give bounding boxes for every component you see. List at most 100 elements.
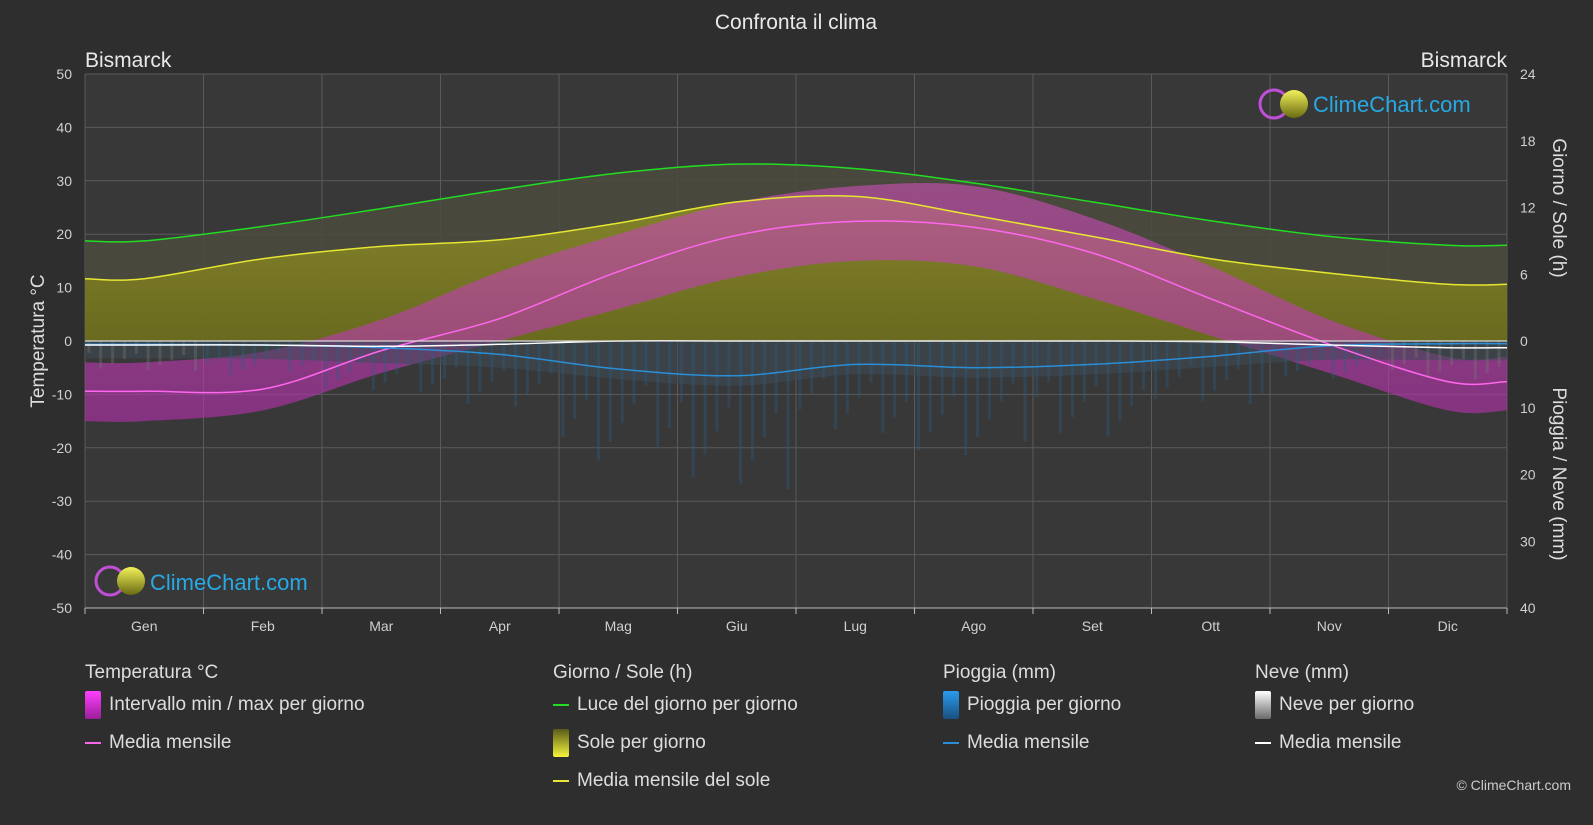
precipitation-daily-bar [1462, 341, 1465, 360]
precipitation-daily-bar [916, 341, 920, 451]
legend-item-sun-day: Sole per giorno [553, 724, 798, 762]
y-left-tick-label: 40 [56, 119, 72, 135]
precipitation-daily-bar [383, 341, 387, 383]
precipitation-daily-bar [466, 341, 470, 404]
precipitation-daily-bar [822, 341, 826, 379]
legend-label: Intervallo min / max per giorno [109, 694, 365, 715]
precipitation-daily-bar [1390, 341, 1394, 370]
y-left-tick-label: -50 [52, 600, 72, 616]
x-tick-label: Lug [844, 618, 867, 634]
y-right-top-tick-label: 6 [1520, 266, 1528, 282]
location-right: Bismarck [1421, 49, 1508, 72]
precipitation-daily-bar [122, 341, 126, 359]
y-left-tick-label: 0 [64, 333, 72, 349]
legend-item-sun-mean: Media mensile del sole [553, 762, 798, 800]
precipitation-daily-bar [336, 341, 340, 381]
precipitation-daily-bar [845, 341, 849, 414]
legend-label: Media mensile del sole [577, 770, 771, 791]
precipitation-daily-bar [656, 341, 660, 447]
location-left: Bismarck [85, 49, 172, 72]
logo-bottom-left: ClimeChart.com [94, 565, 308, 597]
precipitation-daily-bar [1426, 341, 1430, 378]
x-tick-label: Mag [605, 618, 632, 634]
precipitation-daily-bar [608, 341, 612, 442]
precipitation-daily-bar [1473, 341, 1477, 380]
precipitation-daily-bar [549, 341, 553, 374]
precipitation-daily-bar [893, 341, 897, 418]
legend-item-snow-day: Neve per giorno [1255, 686, 1414, 724]
axes: 50 40 30 20 10 0 -10 -20 -30 -40 -50 24 18 12 6 0 10 20 30… [52, 66, 1536, 634]
precipitation-daily-bar [87, 341, 91, 353]
legend-item-rain-day: Pioggia per giorno [943, 686, 1121, 724]
precipitation-daily-bar [431, 341, 434, 385]
y-right-bottom-tick-label: 10 [1520, 400, 1536, 416]
precipitation-daily-bar [905, 341, 908, 402]
precipitation-daily-bar [1106, 341, 1110, 437]
y-right-top-label: Giorno / Sole (h) [1548, 138, 1569, 277]
precipitation-daily-bar [1414, 341, 1418, 358]
precipitation-daily-bar [111, 341, 115, 364]
precipitation-daily-bar [371, 341, 375, 391]
precipitation-daily-bar [182, 341, 186, 356]
precipitation-daily-bar [988, 341, 991, 420]
precipitation-daily-bar [1272, 341, 1276, 358]
precipitation-daily-bar [596, 341, 600, 461]
precipitation-daily-bar [679, 341, 683, 403]
y-right-bottom-label: Pioggia / Neve (mm) [1548, 387, 1569, 560]
y-right-top-tick-label: 12 [1520, 200, 1536, 216]
precipitation-daily-bar [324, 341, 328, 389]
precipitation-daily-bar [146, 341, 150, 370]
chart-title: Confronta il clima [715, 11, 878, 34]
x-tick-label: Ott [1201, 618, 1220, 634]
legend-title: Pioggia (mm) [943, 662, 1056, 683]
precipitation-daily-bar [869, 341, 873, 383]
precipitation-daily-bar [1059, 341, 1063, 433]
y-right-top-tick-label: 24 [1520, 66, 1536, 82]
precipitation-daily-bar [1497, 341, 1501, 367]
precipitation-daily-bar [217, 341, 221, 358]
logo-top-right: ClimeChart.com [1258, 88, 1471, 120]
logo-sun-icon [117, 567, 145, 595]
precipitation-daily-bar [739, 341, 743, 484]
x-tick-label: Feb [251, 618, 275, 634]
precipitation-daily-bar [585, 341, 589, 400]
precipitation-daily-bar [1165, 341, 1169, 388]
precipitation-daily-bar [1035, 341, 1039, 398]
x-tick-label: Giu [726, 618, 748, 634]
precipitation-daily-bar [1153, 341, 1157, 399]
legend-temperature: Temperatura °C Intervallo min / max per … [85, 660, 365, 762]
precipitation-daily-bar [537, 341, 541, 385]
x-tick-label: Set [1082, 618, 1103, 634]
precipitation-daily-bar [288, 341, 292, 372]
legend-title: Giorno / Sole (h) [553, 662, 693, 683]
climate-chart: Confronta il clima Bismarck Bismarck 50 4… [28, 11, 1569, 634]
precipitation-daily-bar [1130, 341, 1134, 406]
rain-mean-swatch [943, 742, 959, 744]
precipitation-daily-bar [1284, 341, 1288, 377]
precipitation-daily-bar [1367, 341, 1371, 361]
legend-label: Neve per giorno [1279, 694, 1415, 715]
precipitation-daily-bar [99, 341, 103, 369]
y-right-top-tick-label: 0 [1520, 333, 1528, 349]
y-left-tick-label: -20 [52, 440, 72, 456]
y-left-tick-label: -30 [52, 493, 72, 509]
legend-item-daylight: Luce del giorno per giorno [553, 686, 798, 724]
sunshine-mean-line [84, 194, 1508, 286]
x-tick-label: Dic [1438, 618, 1458, 634]
precipitation-daily-bar [1047, 341, 1051, 383]
precipitation-daily-bar [964, 341, 968, 455]
precipitation-daily-bar [1402, 341, 1406, 364]
logo-text: ClimeChart.com [1313, 92, 1471, 117]
legend-snow: Neve (mm) Neve per giorno Media mensile [1255, 660, 1414, 762]
precipitation-daily-bar [1307, 341, 1311, 365]
precipitation-daily-bar [1260, 341, 1264, 394]
precipitation-daily-bar [940, 341, 944, 415]
precipitation-daily-bar [1201, 341, 1205, 402]
precipitation-daily-bar [490, 341, 494, 382]
precipitation-daily-bar [1438, 341, 1442, 372]
sun-day-swatch [553, 729, 569, 757]
rain-day-swatch [943, 691, 959, 719]
legend-label: Pioggia per giorno [967, 694, 1122, 715]
precipitation-daily-bar [1082, 341, 1086, 402]
legend-sun: Giorno / Sole (h) Luce del giorno per gi… [553, 660, 798, 800]
